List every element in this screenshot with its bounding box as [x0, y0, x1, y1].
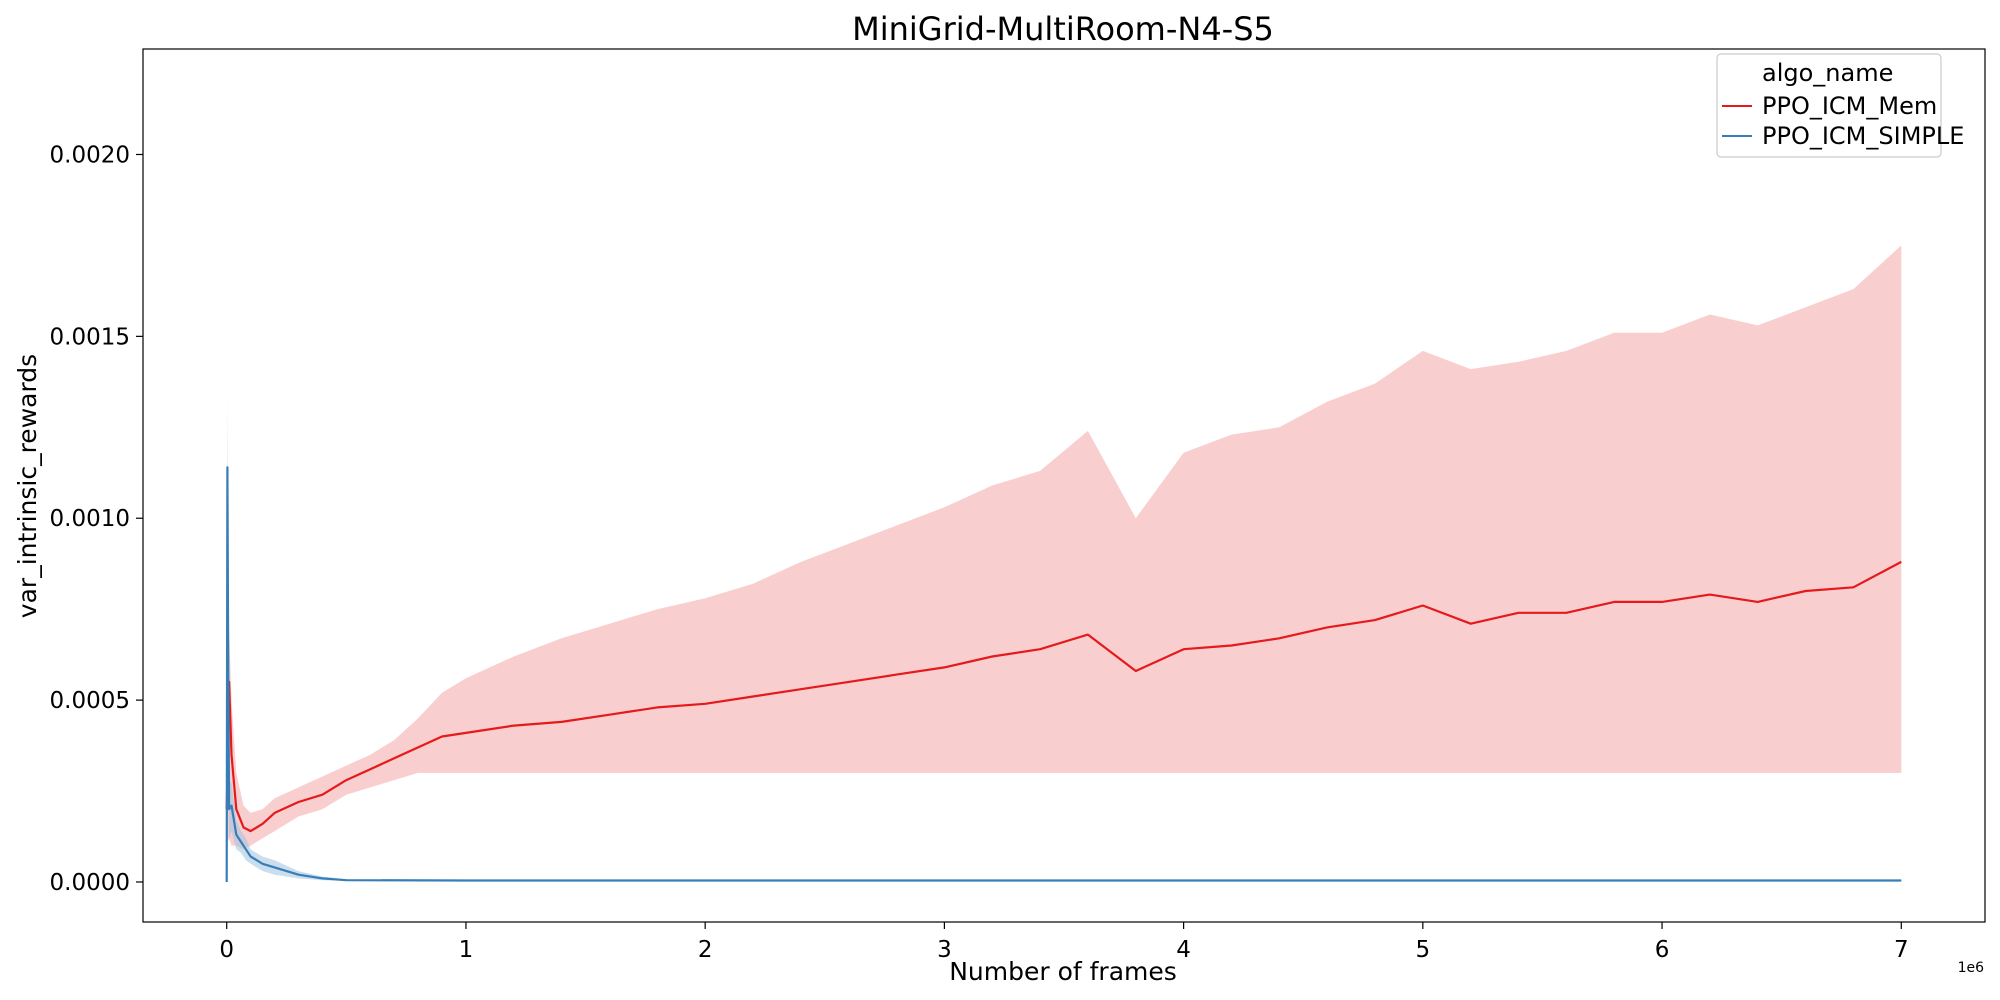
y-tick-label: 0.0020 [50, 142, 130, 168]
x-tick-label: 4 [1176, 937, 1191, 963]
y-axis: 0.0000 0.0005 0.0010 0.0015 0.0020 [50, 142, 143, 896]
y-tick-label: 0.0000 [50, 870, 130, 896]
line-ppo-icm-simple [225, 466, 1902, 883]
x-tick-label: 1 [459, 937, 474, 963]
y-tick-label: 0.0010 [50, 506, 130, 532]
line-ppo-icm-mem [225, 560, 1902, 833]
x-axis: 0 1 2 3 4 5 6 7 [219, 922, 1909, 963]
x-tick-label: 2 [698, 937, 713, 963]
x-tick-label: 0 [219, 937, 234, 963]
legend-label-ppo-icm-simple: PPO_ICM_SIMPLE [1762, 122, 1964, 150]
plot-frame [142, 48, 1986, 923]
y-axis-label: var_intrinsic_rewards [13, 354, 42, 618]
x-tick-label: 5 [1416, 937, 1431, 963]
band-ppo-icm-mem [226, 245, 1902, 850]
x-tick-label: 7 [1894, 937, 1909, 963]
chart-title: MiniGrid-MultiRoom-N4-S5 [852, 10, 1274, 48]
y-tick-label: 0.0015 [50, 324, 130, 350]
series-layer [225, 245, 1902, 883]
legend: algo_name PPO_ICM_Mem PPO_ICM_SIMPLE [1716, 53, 1964, 158]
legend-box [1716, 53, 1942, 158]
x-axis-offset-label: 1e6 [1958, 960, 1985, 976]
y-tick-label: 0.0005 [50, 688, 130, 714]
legend-label-ppo-icm-mem: PPO_ICM_Mem [1762, 92, 1937, 120]
x-tick-label: 3 [937, 937, 952, 963]
x-tick-label: 6 [1655, 937, 1670, 963]
legend-title: algo_name [1762, 59, 1893, 87]
x-axis-label: Number of frames [949, 957, 1177, 986]
